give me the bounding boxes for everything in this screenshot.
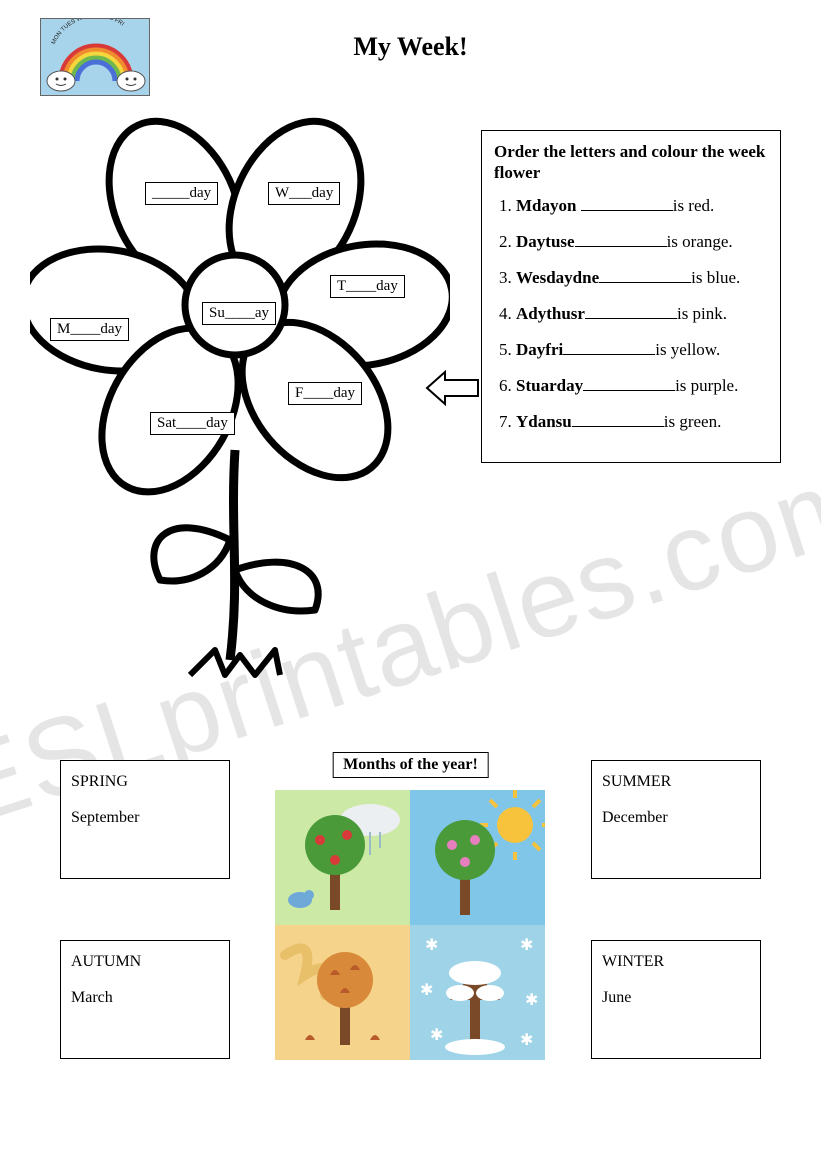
color-suffix: is pink.	[677, 304, 727, 323]
petal-label-top-left[interactable]: _____day	[145, 182, 218, 205]
svg-text:✱: ✱	[425, 937, 438, 954]
scramble: Daytuse	[516, 232, 575, 251]
petal-label-right[interactable]: T____day	[330, 275, 405, 298]
season-spring-img	[275, 790, 410, 925]
petal-label-bottom-right[interactable]: F____day	[288, 382, 362, 405]
season-name: WINTER	[602, 949, 750, 975]
season-box-summer: SUMMER December	[591, 760, 761, 879]
svg-text:✱: ✱	[420, 982, 433, 999]
season-month: June	[602, 985, 750, 1011]
color-suffix: is red.	[673, 196, 715, 215]
months-title: Months of the year!	[332, 752, 489, 778]
petal-label-bottom-left[interactable]: Sat____day	[150, 412, 235, 435]
seasons-illustration: ✱ ✱ ✱ ✱ ✱ ✱	[275, 790, 545, 1060]
scramble: Stuarday	[516, 376, 583, 395]
svg-text:✱: ✱	[525, 992, 538, 1009]
instruction-item: Mdayon is red.	[516, 196, 768, 216]
flower-icon	[30, 110, 450, 675]
svg-text:✱: ✱	[430, 1027, 443, 1044]
instructions-box: Order the letters and colour the week fl…	[481, 130, 781, 463]
season-winter-img: ✱ ✱ ✱ ✱ ✱ ✱	[410, 925, 545, 1060]
instruction-item: Dayfri is yellow.	[516, 340, 768, 360]
instruction-item: Adythusr is pink.	[516, 304, 768, 324]
svg-text:✱: ✱	[520, 937, 533, 954]
instructions-list: Mdayon is red. Daytuse is orange. Wesdayd…	[494, 196, 768, 432]
season-autumn-img	[275, 925, 410, 1060]
season-month: March	[71, 985, 219, 1011]
season-box-spring: SPRING September	[60, 760, 230, 879]
svg-text:✱: ✱	[520, 1032, 533, 1049]
color-suffix: is green.	[664, 412, 722, 431]
instruction-item: Wesdaydne is blue.	[516, 268, 768, 288]
season-month: September	[71, 805, 219, 831]
color-suffix: is blue.	[691, 268, 740, 287]
color-suffix: is orange.	[667, 232, 733, 251]
blank-field[interactable]	[599, 269, 691, 283]
season-name: SUMMER	[602, 769, 750, 795]
instruction-item: Ydansu is green.	[516, 412, 768, 432]
scramble: Mdayon	[516, 196, 576, 215]
petal-label-top-right[interactable]: W___day	[268, 182, 340, 205]
instructions-title: Order the letters and colour the week fl…	[494, 141, 768, 184]
season-box-winter: WINTER June	[591, 940, 761, 1059]
blank-field[interactable]	[575, 233, 667, 247]
blank-field[interactable]	[583, 377, 675, 391]
left-arrow-icon	[425, 370, 480, 406]
petal-label-center[interactable]: Su____ay	[202, 302, 276, 325]
scramble: Ydansu	[516, 412, 572, 431]
season-month: December	[602, 805, 750, 831]
blank-field[interactable]	[581, 197, 673, 211]
season-name: SPRING	[71, 769, 219, 795]
blank-field[interactable]	[585, 305, 677, 319]
color-suffix: is yellow.	[655, 340, 720, 359]
instruction-item: Stuarday is purple.	[516, 376, 768, 396]
blank-field[interactable]	[563, 341, 655, 355]
color-suffix: is purple.	[675, 376, 738, 395]
season-summer-img	[410, 790, 545, 925]
petal-label-left[interactable]: M____day	[50, 318, 129, 341]
page-title: My Week!	[0, 32, 821, 62]
scramble: Dayfri	[516, 340, 563, 359]
instruction-item: Daytuse is orange.	[516, 232, 768, 252]
season-box-autumn: AUTUMN March	[60, 940, 230, 1059]
season-name: AUTUMN	[71, 949, 219, 975]
scramble: Wesdaydne	[516, 268, 599, 287]
week-flower: _____day W___day T____day Su____ay M____…	[30, 110, 450, 690]
scramble: Adythusr	[516, 304, 585, 323]
blank-field[interactable]	[572, 413, 664, 427]
